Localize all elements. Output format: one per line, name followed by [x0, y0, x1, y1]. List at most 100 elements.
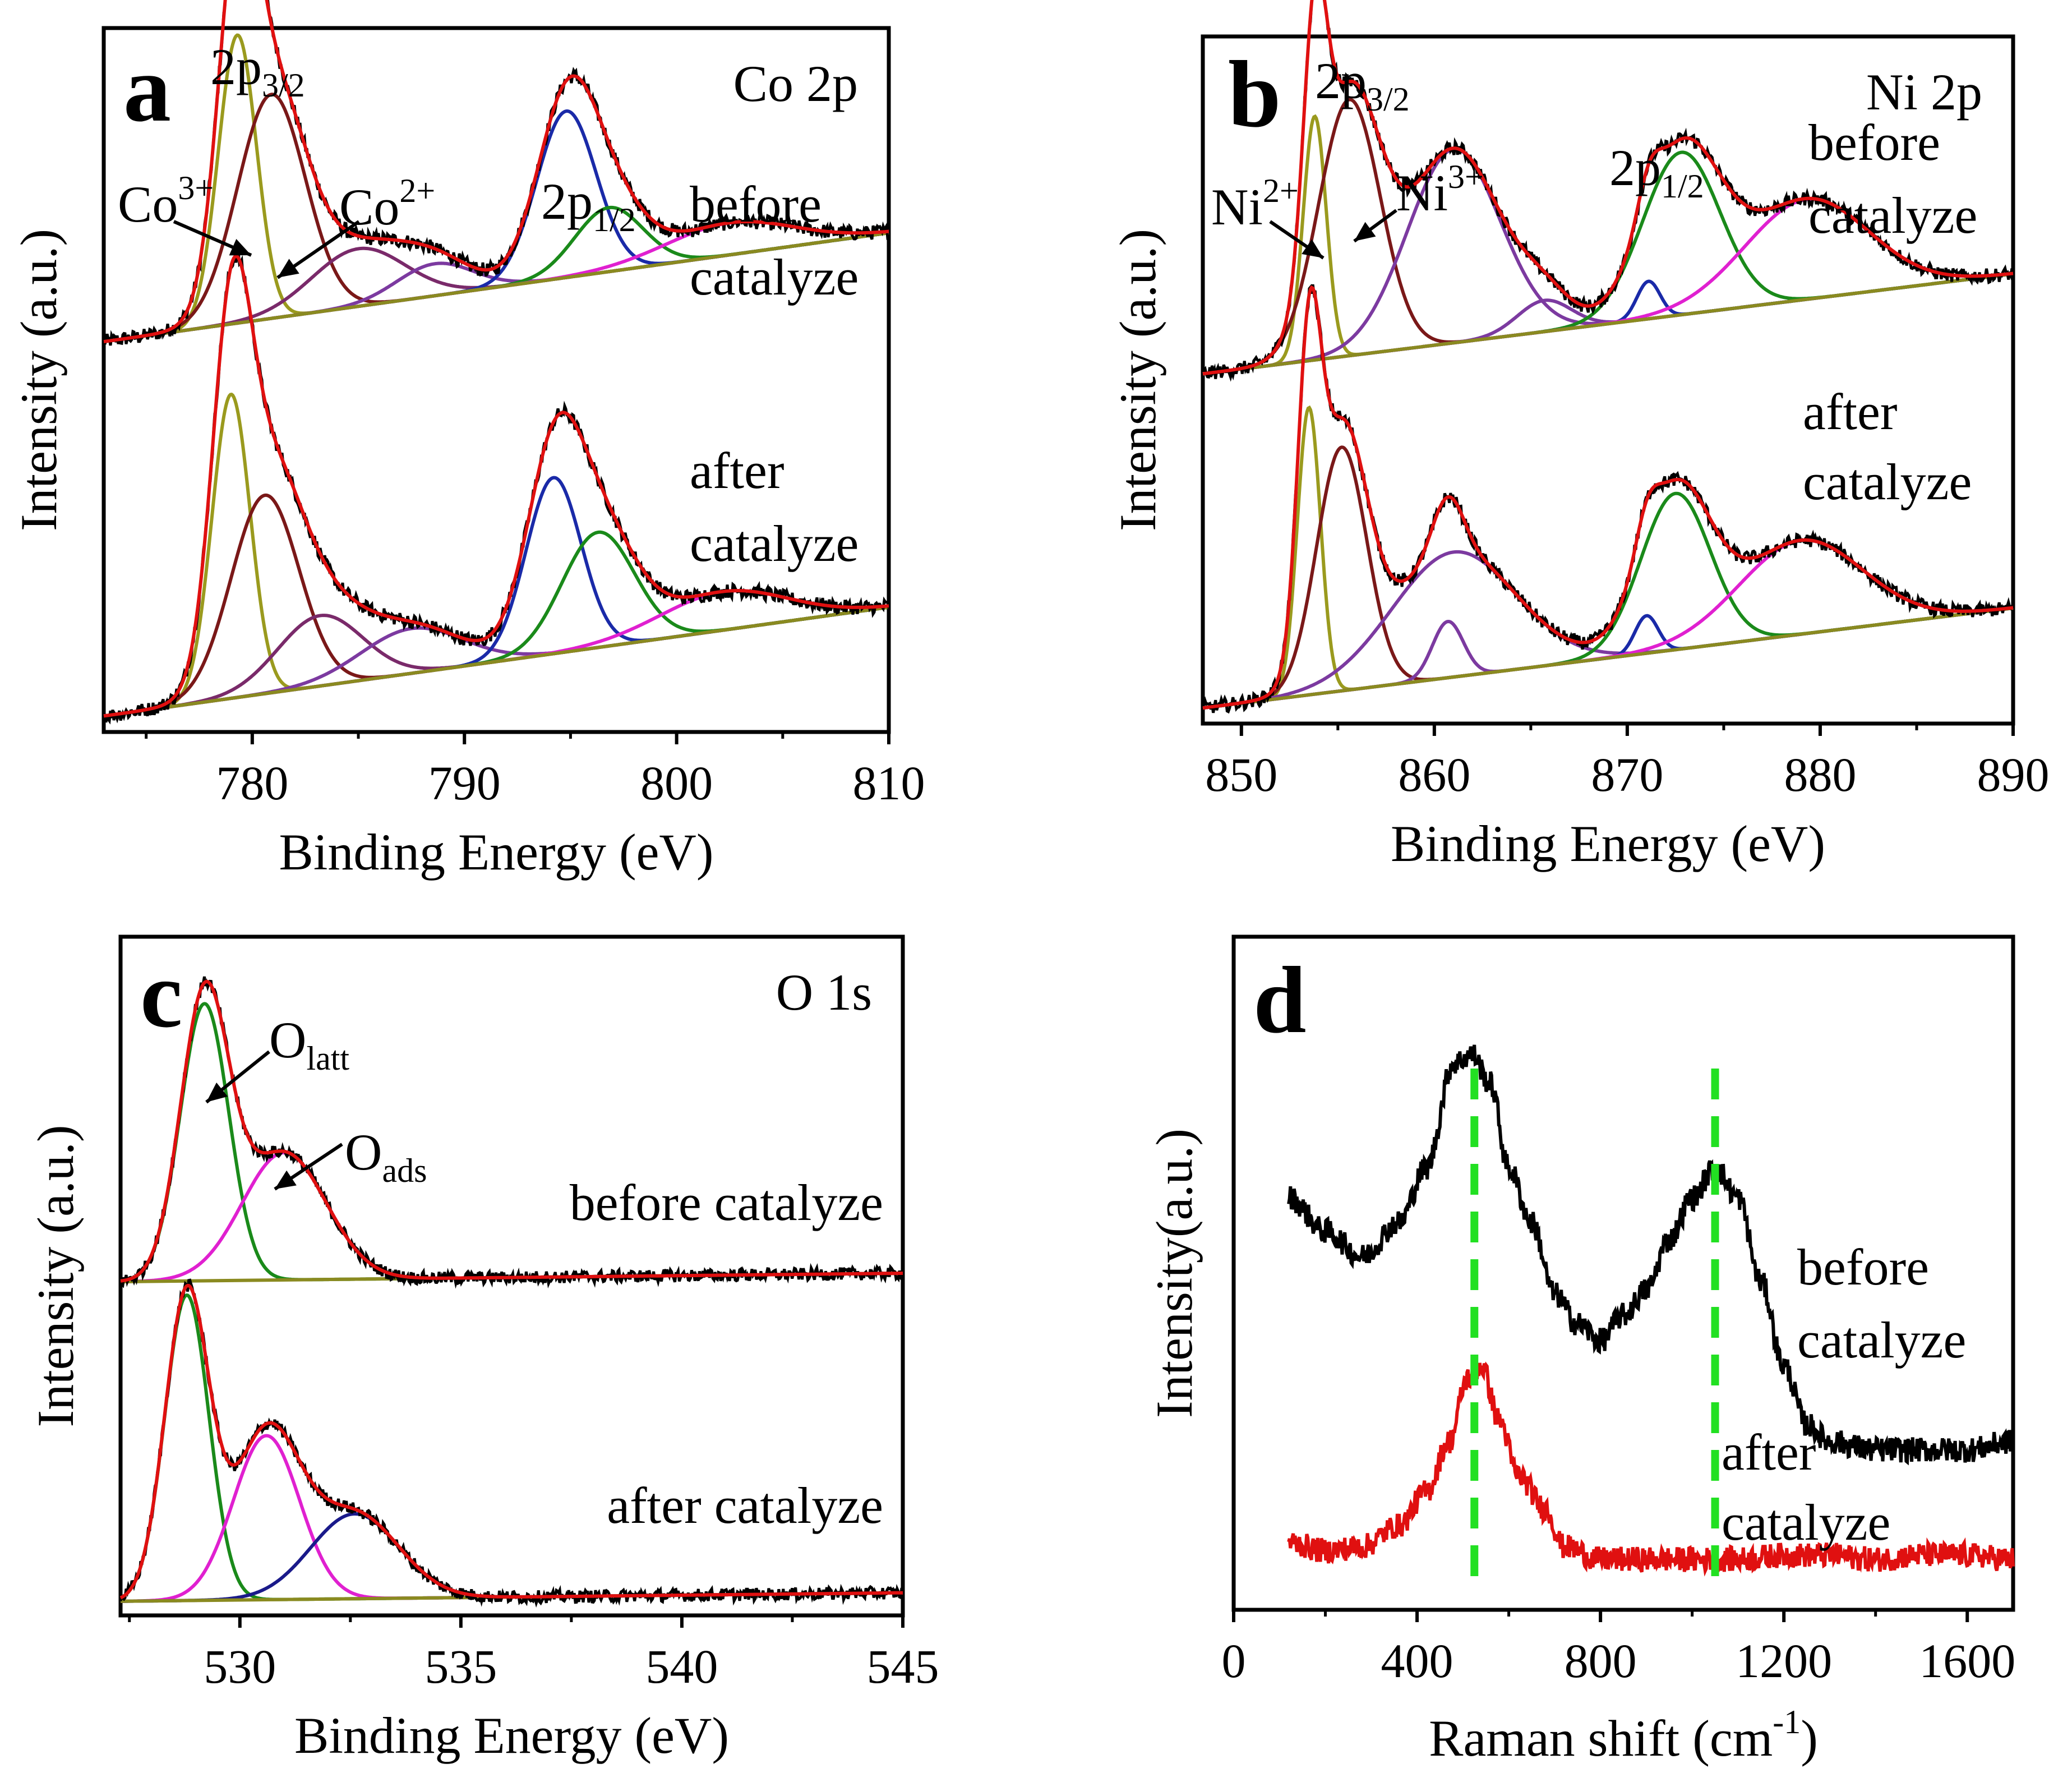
fit-envelope-line: [103, 0, 889, 343]
plot-frame: [1231, 934, 2015, 1612]
x-axis-title: Binding Energy (eV): [279, 823, 713, 881]
label-ni3-sup: 3+: [1448, 158, 1484, 195]
series-label-catalyze: catalyze: [1722, 1494, 1890, 1551]
panel-title: Ni 2p: [1866, 63, 1982, 121]
x-tick-label: 0: [1222, 1634, 1246, 1688]
series-label-after: after catalyze: [607, 1477, 883, 1534]
x-tick-label: 790: [428, 756, 501, 810]
x-axis-title-text: Raman shift (cm: [1429, 1710, 1773, 1767]
raw-data-line: [102, 0, 889, 346]
background-line: [103, 605, 889, 718]
x-tick-label: 870: [1591, 748, 1663, 802]
series-label-before: before catalyze: [570, 1174, 883, 1231]
series-label-catalyze: catalyze: [1808, 187, 1977, 244]
label-co3: Co3+: [118, 169, 214, 233]
x-tick-label: 780: [216, 756, 288, 810]
y-axis-title: Intensity (a.u.): [27, 1125, 84, 1427]
fit-envelope-line: [103, 254, 889, 718]
x-tick-label: 880: [1784, 748, 1856, 802]
x-axis-title-end: ): [1801, 1710, 1818, 1767]
panel-title: O 1s: [776, 964, 872, 1021]
series-label-before: before: [690, 176, 822, 233]
label-2p32: 2p3/2: [1315, 52, 1410, 118]
x-tick-label: 800: [640, 756, 713, 810]
fit-envelope-line: [120, 979, 903, 1283]
y-axis-title: Intensity (a.u.): [1109, 229, 1166, 531]
x-axis-title: Binding Energy (eV): [1391, 815, 1825, 872]
x-tick-label: 810: [853, 756, 925, 810]
panel-letter: b: [1228, 42, 1281, 147]
series-label-after: after: [1722, 1424, 1816, 1481]
fit-envelope-line: [119, 1283, 903, 1600]
series-label-before: before: [1797, 1238, 1929, 1296]
x-tick-label: 530: [204, 1640, 276, 1693]
label-2p32-sub: 3/2: [262, 67, 305, 104]
label-ni3: Ni3+: [1396, 158, 1484, 222]
label-2p32-text: 2p: [1315, 52, 1367, 109]
plot-frame: [1201, 34, 2015, 726]
x-tick-label: 400: [1381, 1634, 1453, 1688]
label-olatt-text: O: [269, 1011, 306, 1069]
series-line-0: [1287, 1044, 2015, 1466]
label-co2-sup: 2+: [399, 172, 435, 209]
label-ni3-text: Ni: [1396, 164, 1448, 222]
label-2p12-sub: 1/2: [593, 201, 636, 238]
label-co3-text: Co: [118, 176, 178, 233]
label-olatt: Olatt: [269, 1011, 349, 1077]
arrow-head: [275, 1170, 297, 1189]
series-label-catalyze: catalyze: [690, 248, 859, 306]
arrow-head: [1354, 222, 1376, 241]
series-0: [119, 976, 905, 1289]
x-tick-label: 535: [424, 1640, 497, 1693]
x-tick-label: 850: [1205, 748, 1277, 802]
series-0: [1202, 0, 2015, 382]
label-2p32-sub: 3/2: [1367, 81, 1410, 118]
label-oads: Oads: [345, 1123, 427, 1189]
panel-letter: d: [1253, 947, 1307, 1053]
y-axis-title: Intensity (a.u.): [10, 229, 67, 531]
label-ni2: Ni2+: [1211, 172, 1299, 236]
label-olatt-sub: latt: [306, 1040, 349, 1077]
panel-a: 780 790 800 810 Binding Energy (eV) Intensity…: [10, 0, 925, 881]
panel-title: Co 2p: [733, 55, 858, 112]
series-label-after: after: [1803, 383, 1898, 440]
label-2p12-text: 2p: [1609, 139, 1661, 196]
fit-envelope-line: [1202, 0, 2014, 376]
y-axis-title: Intensity(a.u.): [1146, 1129, 1203, 1418]
arrow-head: [1302, 239, 1323, 258]
series-label-before: before: [1808, 114, 1940, 171]
series-line-1: [1287, 1359, 2015, 1577]
x-tick-label: 1600: [1919, 1634, 2015, 1688]
series-label-catalyze: catalyze: [1797, 1311, 1966, 1369]
panel-letter: a: [123, 36, 171, 141]
series-1: [1201, 284, 2014, 714]
plot-frame: [101, 26, 891, 734]
panel-letter: c: [140, 942, 182, 1047]
label-oads-sub: ads: [382, 1152, 427, 1189]
label-2p32-text: 2p: [210, 38, 262, 95]
series-label-catalyze: catalyze: [1803, 453, 1972, 510]
panel-b: 850 860 870 880 890 Binding Energy (eV) Intens…: [1109, 0, 2050, 872]
x-axis-title-sup: -1: [1773, 1703, 1801, 1740]
label-2p12: 2p1/2: [1609, 139, 1704, 205]
label-co2-text: Co: [339, 178, 399, 236]
label-oads-text: O: [345, 1123, 382, 1181]
background-line: [1202, 272, 2014, 376]
background-line: [103, 231, 889, 344]
x-tick-label: 860: [1398, 748, 1470, 802]
label-2p32: 2p3/2: [210, 38, 305, 104]
series-label-after: after: [690, 442, 785, 499]
label-2p12: 2p1/2: [541, 173, 636, 238]
arrow-head: [206, 1082, 228, 1102]
x-axis-title: Binding Energy (eV): [294, 1707, 729, 1764]
fit-envelope-line: [1202, 285, 2014, 710]
panel-d: 0 400 800 1200 1600 Raman shift (cm-1) Intensi…: [1146, 934, 2015, 1767]
x-tick-label: 800: [1565, 1634, 1637, 1688]
arrow-head: [278, 259, 299, 278]
x-axis-title: Raman shift (cm-1): [1429, 1703, 1818, 1767]
series-0: [102, 0, 889, 346]
label-2p12-text: 2p: [541, 173, 593, 230]
label-co3-sup: 3+: [178, 169, 214, 206]
series-label-catalyze: catalyze: [690, 515, 859, 572]
